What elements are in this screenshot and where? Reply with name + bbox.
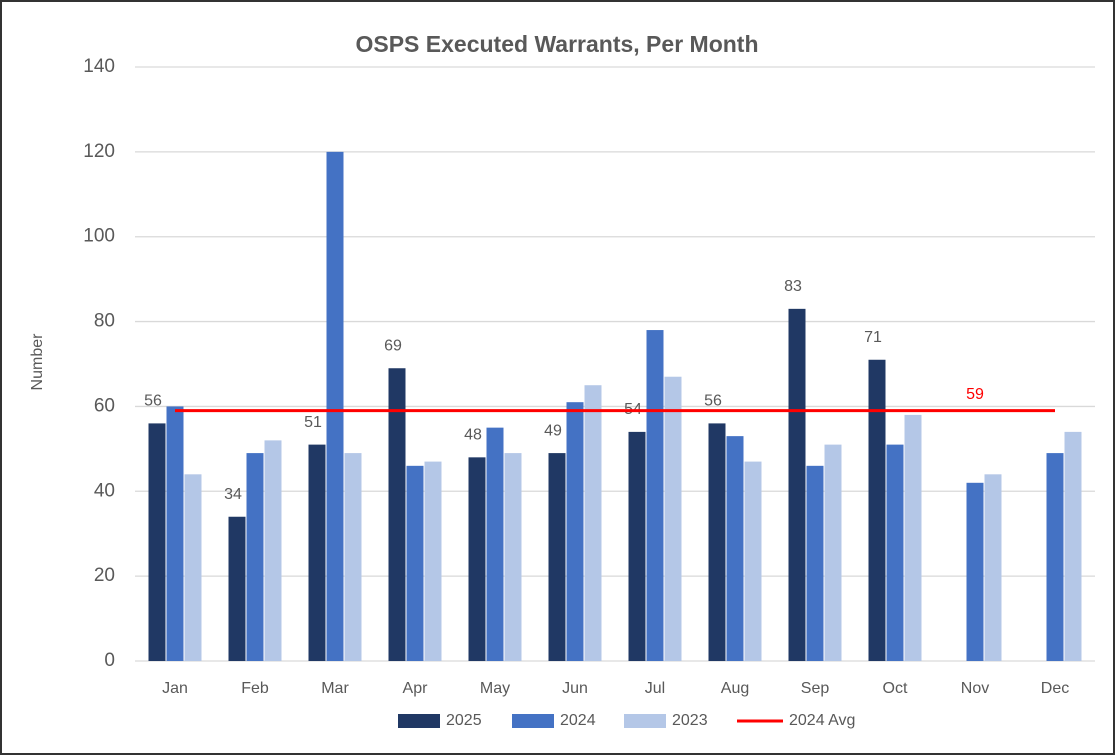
bar bbox=[788, 308, 806, 661]
bar bbox=[1046, 453, 1064, 661]
bar bbox=[708, 423, 726, 661]
bar bbox=[904, 414, 922, 661]
data-label: 83 bbox=[784, 278, 802, 295]
chart-title: OSPS Executed Warrants, Per Month bbox=[355, 31, 758, 57]
bar bbox=[886, 444, 904, 661]
y-tick-label: 140 bbox=[83, 56, 115, 77]
x-tick-label: Jul bbox=[645, 680, 665, 697]
bar bbox=[868, 359, 886, 661]
bar bbox=[424, 461, 442, 661]
bar bbox=[984, 474, 1002, 661]
bar bbox=[184, 474, 202, 661]
bar bbox=[726, 436, 744, 661]
bar bbox=[264, 440, 282, 661]
data-label: 69 bbox=[384, 337, 402, 354]
legend-label: 2024 bbox=[560, 712, 596, 729]
legend-swatch bbox=[512, 714, 554, 728]
bar bbox=[646, 330, 664, 661]
data-label: 71 bbox=[864, 329, 882, 346]
bar bbox=[388, 368, 406, 661]
bar bbox=[664, 376, 682, 661]
x-tick-label: Sep bbox=[801, 680, 830, 697]
y-tick-label: 100 bbox=[83, 226, 115, 247]
data-label: 34 bbox=[224, 486, 242, 503]
y-tick-label: 80 bbox=[94, 311, 115, 332]
legend-swatch bbox=[398, 714, 440, 728]
bar bbox=[344, 453, 362, 661]
bar bbox=[468, 457, 486, 661]
bar bbox=[824, 444, 842, 661]
bar bbox=[566, 402, 584, 661]
y-axis-label: Number bbox=[29, 333, 46, 391]
bar bbox=[166, 406, 184, 661]
bar bbox=[308, 444, 326, 661]
x-tick-label: Aug bbox=[721, 680, 749, 697]
bar bbox=[406, 465, 424, 661]
bar bbox=[744, 461, 762, 661]
bar bbox=[228, 516, 246, 661]
data-label: 56 bbox=[704, 393, 722, 410]
bar bbox=[806, 465, 824, 661]
legend-swatch bbox=[624, 714, 666, 728]
y-tick-label: 0 bbox=[104, 650, 115, 671]
bar bbox=[504, 453, 522, 661]
x-tick-label: Jan bbox=[162, 680, 188, 697]
data-label: 48 bbox=[464, 427, 482, 444]
bar bbox=[548, 453, 566, 661]
data-label: 49 bbox=[544, 422, 562, 439]
y-tick-label: 120 bbox=[83, 141, 115, 162]
x-tick-label: May bbox=[480, 680, 510, 697]
bar bbox=[628, 431, 646, 661]
bar bbox=[148, 423, 166, 661]
x-tick-label: Jun bbox=[562, 680, 588, 697]
y-tick-label: 40 bbox=[94, 480, 115, 501]
x-tick-label: Nov bbox=[961, 680, 989, 697]
x-tick-label: Dec bbox=[1041, 680, 1069, 697]
data-label: 56 bbox=[144, 393, 162, 410]
x-tick-label: Oct bbox=[883, 680, 908, 697]
x-tick-label: Apr bbox=[403, 680, 429, 697]
bar bbox=[486, 427, 504, 661]
bar bbox=[966, 482, 984, 661]
y-tick-label: 60 bbox=[94, 395, 115, 416]
average-label: 59 bbox=[966, 386, 984, 403]
data-label: 51 bbox=[304, 414, 322, 431]
bar bbox=[1064, 431, 1082, 661]
legend-label: 2023 bbox=[672, 712, 708, 729]
bar bbox=[246, 453, 264, 661]
y-tick-label: 20 bbox=[94, 565, 115, 586]
legend-label: 2024 Avg bbox=[789, 712, 855, 729]
bar bbox=[326, 151, 344, 661]
x-tick-label: Mar bbox=[321, 680, 349, 697]
x-tick-label: Feb bbox=[241, 680, 269, 697]
bar bbox=[584, 385, 602, 661]
legend-label: 2025 bbox=[446, 712, 482, 729]
